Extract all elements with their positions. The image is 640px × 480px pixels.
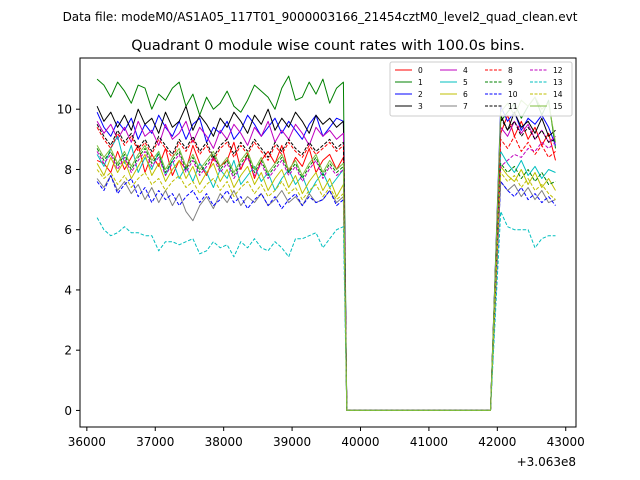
figure-caption: Data file: modeM0/AS1A05_117T01_90000031… — [63, 10, 578, 24]
legend-label-0: 0 — [418, 66, 423, 75]
x-tick-label: 40000 — [341, 435, 379, 449]
y-tick-label: 6 — [64, 223, 72, 237]
x-tick-label: 38000 — [205, 435, 243, 449]
legend-label-7: 7 — [463, 102, 468, 111]
y-axis: 0 2 4 6 8 10 — [57, 103, 80, 418]
legend-label-11: 11 — [508, 102, 518, 111]
plot-frame — [79, 57, 577, 428]
series-line-3 — [96, 105, 556, 411]
series-line-12 — [96, 141, 556, 411]
legend-label-6: 6 — [463, 90, 468, 99]
x-axis: 36000 37000 38000 39000 40000 41000 42000 43000 — [68, 427, 585, 449]
x-tick-label: 41000 — [410, 435, 448, 449]
legend-label-12: 12 — [553, 66, 563, 75]
legend-label-2: 2 — [418, 90, 423, 99]
legend-label-9: 9 — [508, 78, 513, 87]
series-line-10 — [96, 175, 556, 411]
legend-label-1: 1 — [418, 78, 423, 87]
series-line-9 — [96, 147, 556, 411]
series-line-8 — [96, 127, 556, 411]
series-line-4 — [96, 120, 556, 411]
series-line-14 — [96, 169, 556, 411]
y-tick-label: 0 — [64, 404, 72, 418]
x-tick-label: 37000 — [136, 435, 174, 449]
legend-label-13: 13 — [553, 78, 563, 87]
legend-label-14: 14 — [553, 90, 563, 99]
x-tick-label: 43000 — [547, 435, 585, 449]
legend-label-3: 3 — [418, 102, 423, 111]
y-tick-label: 4 — [64, 283, 72, 297]
chart-title: Quadrant 0 module wise count rates with … — [131, 38, 525, 54]
legend-label-4: 4 — [463, 66, 468, 75]
y-tick-label: 8 — [64, 163, 72, 177]
legend-label-15: 15 — [553, 102, 563, 111]
series-line-0 — [96, 114, 556, 411]
series-line-13 — [96, 211, 556, 411]
legend-label-10: 10 — [508, 90, 518, 99]
legend-box — [389, 61, 573, 117]
x-tick-label: 39000 — [273, 435, 311, 449]
series-line-7 — [96, 175, 556, 411]
series-line-5 — [96, 135, 556, 411]
x-axis-offset-label: +3.063e8 — [517, 455, 576, 469]
x-tick-label: 36000 — [68, 435, 106, 449]
x-tick-label: 42000 — [478, 435, 516, 449]
series-line-11 — [96, 117, 556, 411]
plot-area — [96, 75, 556, 411]
legend-label-5: 5 — [463, 78, 468, 87]
legend-label-8: 8 — [508, 66, 513, 75]
y-tick-label: 10 — [57, 103, 72, 117]
y-tick-label: 2 — [64, 344, 72, 358]
series-line-6 — [96, 153, 556, 411]
series-line-15 — [96, 96, 556, 411]
